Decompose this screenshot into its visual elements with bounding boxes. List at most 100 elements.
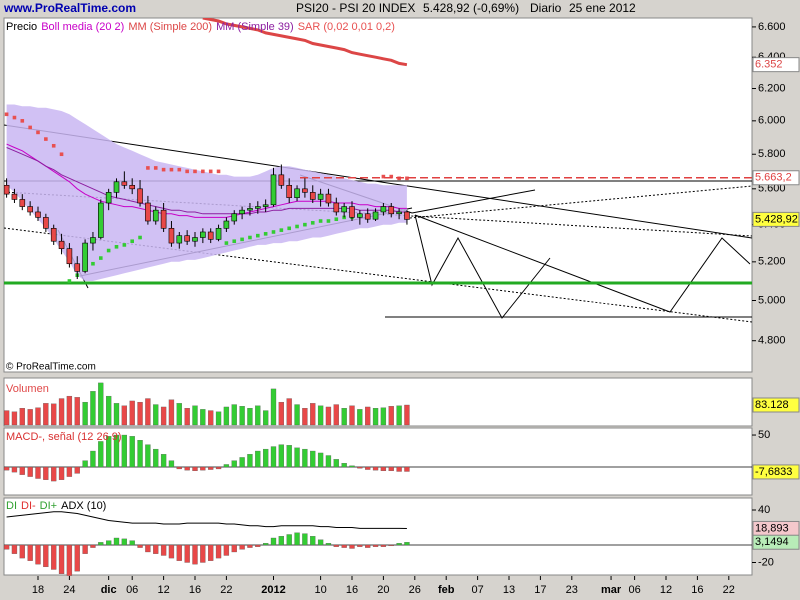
- bar: [106, 395, 112, 426]
- macd-panel: [3, 427, 753, 496]
- value-box-label: 5.428,92: [755, 213, 798, 225]
- bar: [19, 544, 25, 559]
- y-tick-label: 50: [758, 429, 770, 441]
- bar: [262, 410, 269, 426]
- bar: [404, 404, 410, 426]
- sar-dot: [263, 232, 268, 236]
- sar-dot: [12, 115, 17, 120]
- y-tick-label: 40: [758, 504, 770, 516]
- x-tick-label: 22: [220, 584, 232, 596]
- bar: [247, 544, 253, 548]
- bar: [317, 452, 324, 468]
- bar: [357, 466, 363, 469]
- bar: [388, 544, 394, 547]
- candle-body: [113, 181, 120, 193]
- bar: [192, 405, 198, 426]
- bar: [137, 440, 143, 468]
- sar-dot: [232, 239, 237, 244]
- bar: [372, 466, 379, 471]
- sar-dot: [28, 125, 32, 130]
- bar: [11, 544, 18, 554]
- header-bar: [0, 0, 800, 17]
- value-box-label: 5.663,2: [755, 172, 792, 184]
- x-tick-label: 06: [126, 584, 138, 596]
- bar: [58, 398, 65, 426]
- bar: [223, 464, 230, 468]
- bar: [113, 434, 120, 468]
- bar: [255, 544, 261, 547]
- copyright: © ProRealTime.com: [6, 362, 96, 373]
- candle-body: [364, 213, 371, 220]
- projection: [414, 214, 751, 313]
- bar: [278, 444, 285, 468]
- sar-dot: [114, 244, 119, 249]
- bar: [286, 534, 292, 546]
- legend-entry: DI: [6, 500, 17, 512]
- bar: [239, 457, 245, 468]
- candle-body: [239, 209, 245, 215]
- sar-dot: [271, 230, 276, 234]
- panel-title: MACD-, señal (12 26 9): [6, 431, 122, 443]
- y-tick-label: -20: [758, 556, 774, 568]
- x-tick-label: dic: [101, 584, 117, 596]
- bar: [325, 543, 332, 546]
- sar-dot: [4, 112, 9, 117]
- sar-dot: [326, 219, 331, 223]
- bar: [129, 400, 135, 426]
- sar-dot: [208, 169, 213, 174]
- candle-body: [349, 206, 355, 218]
- sar-dot: [67, 279, 72, 283]
- value-box: [752, 534, 800, 550]
- bar: [200, 409, 206, 426]
- sar-dot: [342, 215, 346, 220]
- candle-body: [317, 193, 324, 200]
- bar: [365, 544, 371, 548]
- legend-entry: DI-: [21, 500, 36, 512]
- bar: [365, 406, 371, 426]
- bar: [192, 466, 198, 472]
- bar: [302, 533, 308, 546]
- value-box: [752, 397, 800, 413]
- bar: [74, 466, 80, 474]
- bar: [66, 544, 73, 576]
- sar-dot: [303, 222, 307, 227]
- candle-body: [357, 213, 363, 218]
- bar: [35, 407, 41, 426]
- bar: [11, 411, 18, 426]
- sar-dot: [240, 237, 244, 242]
- bar: [333, 404, 339, 426]
- value-box-label: 3,1494: [755, 536, 789, 548]
- y-tick-label: 5.800: [758, 148, 786, 160]
- x-tick-label: mar: [601, 584, 622, 596]
- candle-body: [121, 181, 128, 186]
- sar-dot: [161, 167, 166, 172]
- bar: [43, 544, 49, 568]
- x-tick-label: 24: [63, 584, 75, 596]
- legend-entry: ADX (10): [61, 500, 106, 512]
- bar: [168, 544, 175, 559]
- candle-body: [380, 206, 387, 213]
- bar: [129, 540, 135, 546]
- bar: [396, 405, 402, 426]
- candle-body: [388, 206, 395, 215]
- x-tick-label: 20: [377, 584, 389, 596]
- bar: [231, 544, 237, 553]
- candle-body: [309, 192, 316, 200]
- adx-line: [6, 511, 407, 529]
- bar: [82, 460, 88, 468]
- site-link[interactable]: www.ProRealTime.com: [3, 1, 136, 15]
- y-tick-label: 6.600: [758, 21, 786, 33]
- bar: [380, 466, 387, 472]
- bar: [215, 466, 222, 470]
- candle-body: [11, 193, 18, 200]
- bar: [98, 441, 104, 468]
- legend-entry: DI+: [40, 500, 57, 512]
- sar-dot: [138, 235, 142, 240]
- bar: [317, 539, 324, 546]
- bar: [176, 466, 182, 470]
- trendline: [411, 189, 536, 214]
- sar-dot: [287, 226, 291, 231]
- bar: [66, 466, 73, 477]
- x-tick-label: 12: [660, 584, 672, 596]
